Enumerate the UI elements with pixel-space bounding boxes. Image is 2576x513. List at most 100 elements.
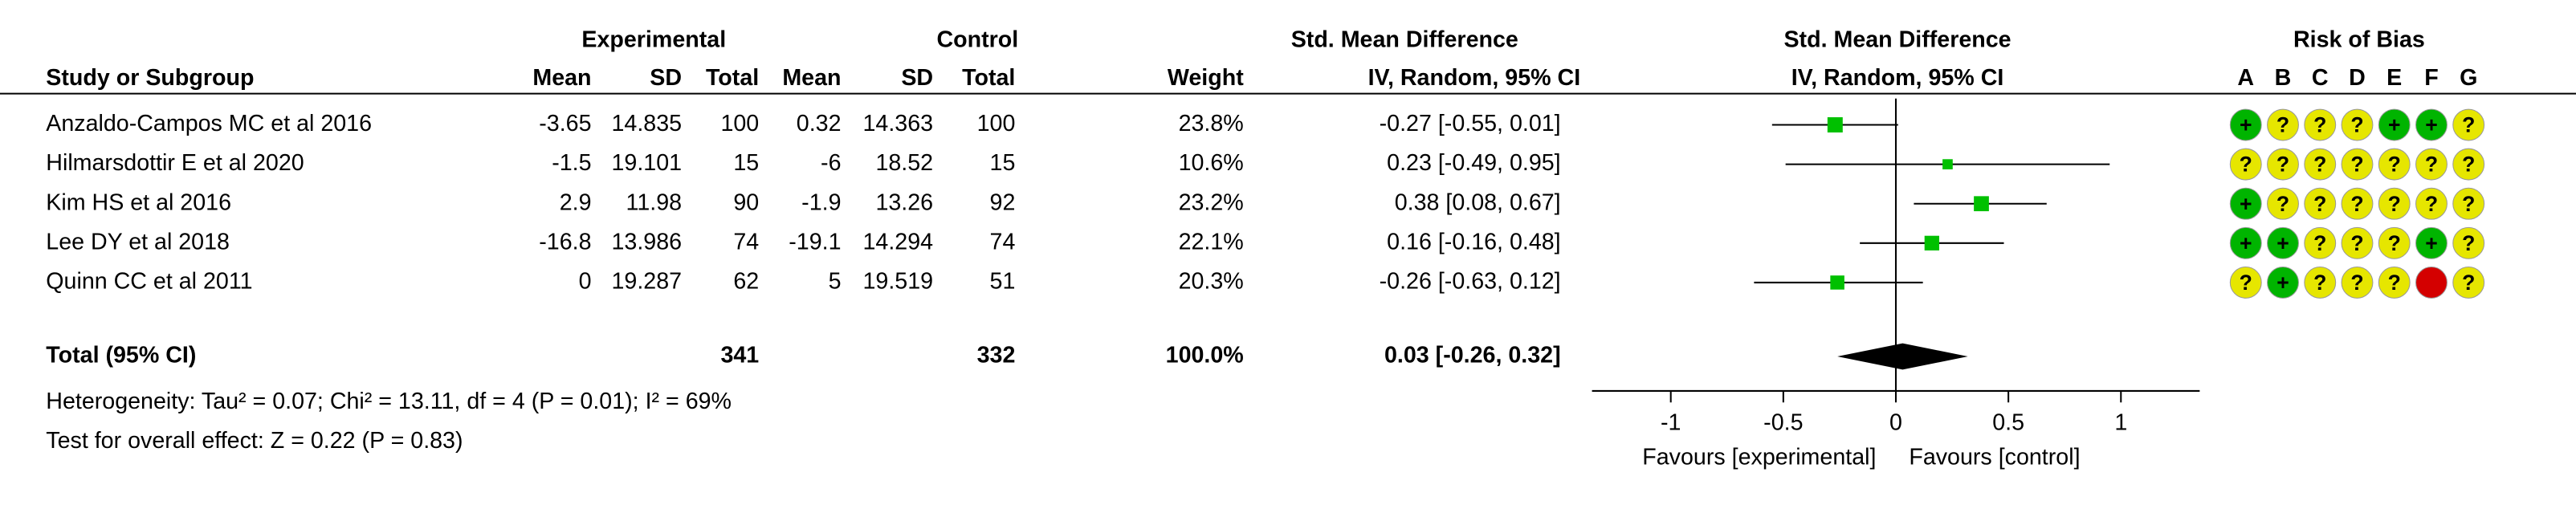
ctrl-sd: 14.294 bbox=[863, 229, 934, 254]
column-header: Mean bbox=[532, 65, 591, 91]
bias-circle bbox=[2341, 226, 2374, 259]
ctrl-total: 15 bbox=[990, 150, 1016, 176]
total-weight: 100.0% bbox=[1166, 343, 1244, 368]
bias-symbol: ? bbox=[2350, 113, 2363, 137]
bias-circle bbox=[2304, 148, 2337, 181]
total-exp: 341 bbox=[720, 343, 759, 368]
bias-symbol: ? bbox=[2276, 153, 2289, 177]
x-axis-label: Favours [experimental] bbox=[1642, 444, 1876, 470]
ctrl-mean: 0.32 bbox=[797, 111, 842, 136]
bias-symbol: ? bbox=[2313, 113, 2326, 137]
ci-text: 0.38 [0.08, 0.67] bbox=[1395, 189, 1561, 215]
bias-symbol: ? bbox=[2388, 231, 2401, 255]
ctrl-total: 51 bbox=[990, 268, 1016, 294]
bias-symbol: + bbox=[2240, 192, 2252, 216]
bias-symbol: ? bbox=[2462, 113, 2475, 137]
weight: 20.3% bbox=[1179, 268, 1244, 294]
bias-circle bbox=[2415, 266, 2448, 299]
group-header: Control bbox=[936, 27, 1018, 53]
effect-marker bbox=[1942, 159, 1953, 169]
ctrl-total: 100 bbox=[977, 111, 1016, 136]
bias-circle bbox=[2378, 148, 2411, 181]
x-tick-label: 0 bbox=[1889, 409, 1902, 435]
study-name: Lee DY et al 2018 bbox=[46, 229, 230, 254]
ctrl-sd: 19.519 bbox=[863, 268, 934, 294]
exp-mean: -16.8 bbox=[539, 229, 591, 254]
bias-circle bbox=[2229, 108, 2262, 141]
ci-text: -0.26 [-0.63, 0.12] bbox=[1380, 268, 1561, 294]
exp-mean: 0 bbox=[579, 268, 592, 294]
column-header: SD bbox=[901, 65, 933, 91]
weight: 23.2% bbox=[1179, 189, 1244, 215]
group-header: Std. Mean Difference bbox=[1291, 27, 1518, 53]
study-name: Quinn CC et al 2011 bbox=[46, 268, 252, 294]
bias-symbol: ? bbox=[2462, 153, 2475, 177]
bias-symbol: ? bbox=[2276, 192, 2289, 216]
bias-symbol: ? bbox=[2350, 153, 2363, 177]
bias-domain-header: E bbox=[2386, 65, 2402, 91]
bias-domain-header: F bbox=[2424, 65, 2439, 91]
exp-sd: 14.835 bbox=[611, 111, 682, 136]
bias-domain-header: D bbox=[2349, 65, 2366, 91]
ctrl-sd: 13.26 bbox=[875, 189, 933, 215]
heterogeneity: Heterogeneity: Tau² = 0.07; Chi² = 13.11… bbox=[46, 389, 732, 414]
group-header: Experimental bbox=[581, 27, 726, 53]
bias-circle bbox=[2341, 148, 2374, 181]
bias-symbol: ? bbox=[2462, 271, 2475, 295]
total-name: Total (95% CI) bbox=[46, 343, 196, 368]
exp-mean: -1.5 bbox=[552, 150, 591, 176]
column-header: Mean bbox=[782, 65, 841, 91]
bias-domain-header: A bbox=[2237, 65, 2254, 91]
bias-circle bbox=[2452, 187, 2485, 220]
bias-symbol: ? bbox=[2350, 231, 2363, 255]
bias-symbol: + bbox=[2388, 113, 2401, 137]
bias-circle bbox=[2267, 187, 2299, 220]
exp-sd: 13.986 bbox=[611, 229, 682, 254]
bias-symbol: + bbox=[2240, 113, 2252, 137]
bias-symbol: ? bbox=[2350, 192, 2363, 216]
exp-total: 100 bbox=[720, 111, 759, 136]
ctrl-mean: -19.1 bbox=[789, 229, 841, 254]
bias-circle bbox=[2452, 226, 2485, 259]
bias-symbol: ? bbox=[2388, 192, 2401, 216]
column-header: Total bbox=[706, 65, 759, 91]
bias-circle bbox=[2415, 148, 2448, 181]
bias-symbol: + bbox=[2425, 231, 2438, 255]
bias-symbol: ? bbox=[2350, 271, 2363, 295]
weight: 23.8% bbox=[1179, 111, 1244, 136]
bias-circle bbox=[2341, 266, 2374, 299]
bias-circle bbox=[2341, 187, 2374, 220]
exp-total: 90 bbox=[733, 189, 759, 215]
exp-mean: -3.65 bbox=[539, 111, 591, 136]
ctrl-total: 74 bbox=[990, 229, 1016, 254]
total-ci-text: 0.03 [-0.26, 0.32] bbox=[1384, 343, 1561, 368]
exp-total: 62 bbox=[733, 268, 759, 294]
bias-symbol: ? bbox=[2240, 271, 2252, 295]
bias-circle bbox=[2452, 266, 2485, 299]
x-tick-label: -0.5 bbox=[1763, 409, 1803, 435]
ctrl-mean: 5 bbox=[829, 268, 842, 294]
study-name: Anzaldo-Campos MC et al 2016 bbox=[46, 111, 372, 136]
bias-circle bbox=[2267, 148, 2299, 181]
bias-circle bbox=[2378, 187, 2411, 220]
bias-circle bbox=[2415, 108, 2448, 141]
ctrl-mean: -6 bbox=[821, 150, 841, 176]
bias-symbol: ? bbox=[2462, 231, 2475, 255]
column-header: SD bbox=[650, 65, 682, 91]
ci-text: -0.27 [-0.55, 0.01] bbox=[1380, 111, 1561, 136]
bias-symbol: + bbox=[2276, 231, 2289, 255]
x-tick-label: -1 bbox=[1661, 409, 1681, 435]
effect-marker bbox=[1827, 117, 1843, 133]
total-ctrl: 332 bbox=[977, 343, 1016, 368]
effect-marker bbox=[1924, 235, 1939, 250]
bias-circle bbox=[2378, 108, 2411, 141]
bias-symbol: ? bbox=[2240, 153, 2252, 177]
bias-symbol: + bbox=[2425, 113, 2438, 137]
bias-circle bbox=[2229, 148, 2262, 181]
study-name: Kim HS et al 2016 bbox=[46, 189, 231, 215]
x-tick-label: 1 bbox=[2114, 409, 2127, 435]
bias-circle bbox=[2378, 226, 2411, 259]
bias-circle bbox=[2304, 187, 2337, 220]
column-header: Total bbox=[962, 65, 1015, 91]
